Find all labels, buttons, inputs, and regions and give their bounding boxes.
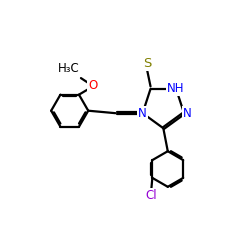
Text: N: N xyxy=(182,107,191,120)
Text: N: N xyxy=(138,107,147,120)
Text: S: S xyxy=(143,57,151,70)
Text: H₃C: H₃C xyxy=(58,62,80,75)
Text: O: O xyxy=(88,79,98,92)
Text: NH: NH xyxy=(167,82,185,95)
Text: Cl: Cl xyxy=(145,189,157,202)
